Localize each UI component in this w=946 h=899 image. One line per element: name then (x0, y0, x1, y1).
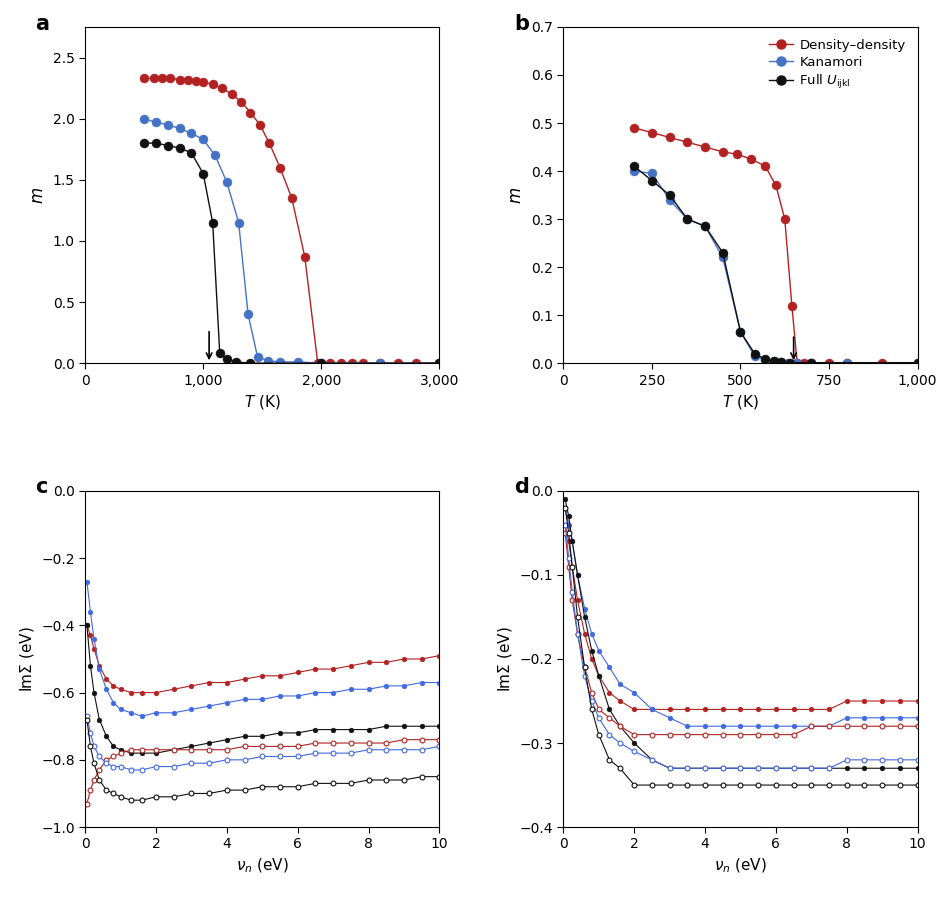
Text: c: c (36, 477, 48, 497)
Y-axis label: Im$\Sigma$ (eV): Im$\Sigma$ (eV) (496, 626, 514, 692)
Y-axis label: $m$: $m$ (507, 186, 525, 203)
X-axis label: $T$ (K): $T$ (K) (244, 393, 281, 411)
X-axis label: $\nu_n$ (eV): $\nu_n$ (eV) (236, 857, 289, 876)
Text: a: a (36, 13, 49, 33)
Y-axis label: Im$\Sigma$ (eV): Im$\Sigma$ (eV) (18, 626, 36, 692)
Legend: Density–density, Kanamori, Full $U_\mathrm{ijkl}$: Density–density, Kanamori, Full $U_\math… (763, 33, 911, 96)
Text: b: b (514, 13, 529, 33)
Y-axis label: $m$: $m$ (29, 186, 47, 203)
X-axis label: $\nu_n$ (eV): $\nu_n$ (eV) (714, 857, 767, 876)
Text: d: d (514, 477, 529, 497)
X-axis label: $T$ (K): $T$ (K) (722, 393, 759, 411)
